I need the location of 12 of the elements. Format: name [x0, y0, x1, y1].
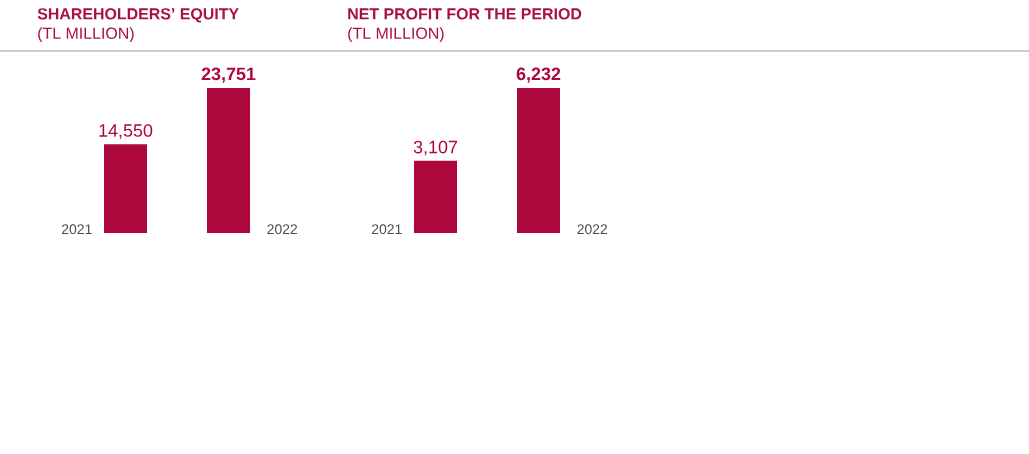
x-tick-label: 2022: [267, 224, 298, 235]
chart-title: NET PROFIT FOR THE PERIOD: [348, 8, 582, 20]
x-tick-label: 2022: [577, 224, 608, 235]
data-label: 6,232: [516, 67, 561, 83]
data-label: 23,751: [201, 67, 256, 83]
chart-subtitle: (TL MILLION): [348, 27, 444, 43]
x-tick-label: 2021: [371, 224, 402, 235]
data-label: 3,107: [413, 140, 458, 156]
x-tick-label: 2021: [61, 224, 92, 235]
chart-title: SHAREHOLDERS’ EQUITY: [37, 8, 239, 23]
chart-subtitle: (TL MILLION): [38, 27, 134, 43]
data-label: 14,550: [99, 124, 153, 139]
